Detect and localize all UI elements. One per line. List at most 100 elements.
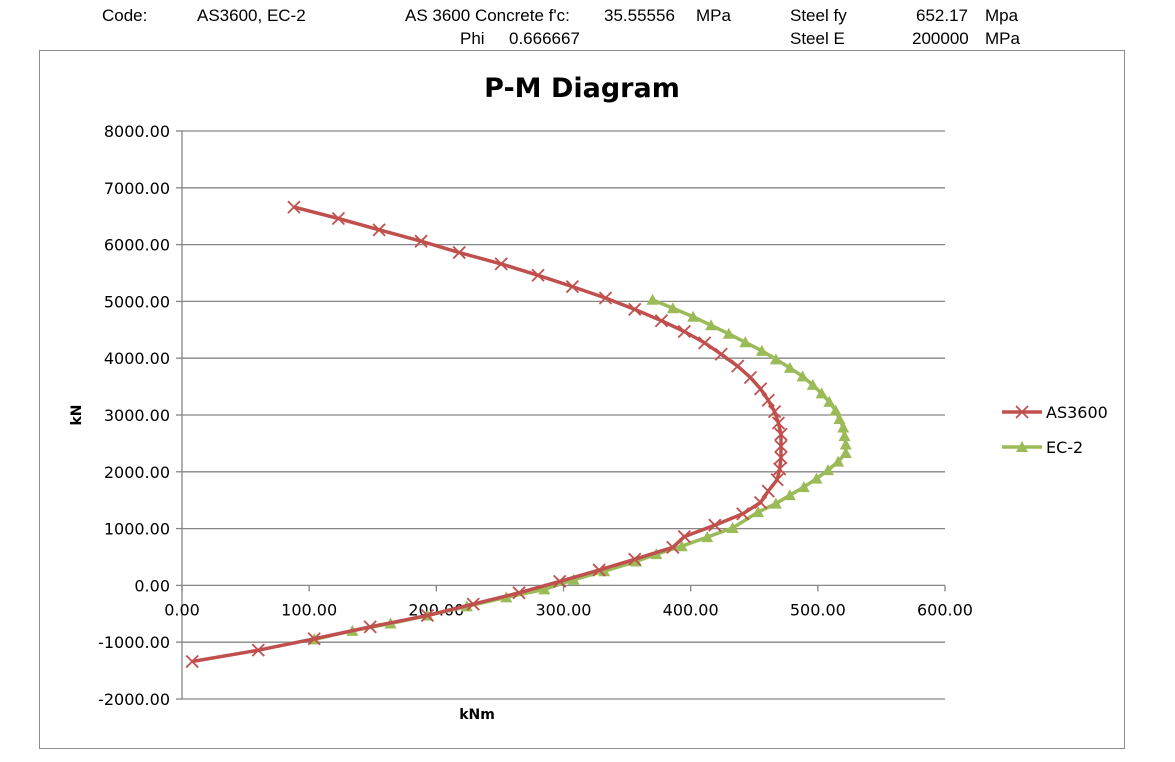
data-point	[806, 378, 819, 390]
data-point	[372, 223, 386, 237]
data-point	[722, 327, 735, 339]
steel-e-value: 200000	[912, 29, 969, 48]
y-tick-label: 8000.00	[104, 122, 170, 141]
data-point	[774, 427, 788, 441]
legend-marker	[1015, 405, 1029, 419]
data-point	[736, 507, 750, 521]
data-point	[726, 522, 739, 534]
data-point	[810, 472, 823, 484]
legend-marker	[1016, 441, 1028, 452]
steel-fy-value: 652.17	[916, 6, 968, 25]
data-point	[774, 439, 788, 453]
steel-fy-label: Steel fy	[790, 6, 847, 25]
data-point	[815, 387, 828, 399]
data-point	[628, 302, 642, 316]
data-point	[666, 302, 679, 314]
data-point	[565, 279, 580, 294]
data-point	[414, 234, 428, 248]
tick-labels: 8000.00 7000.00 6000.00 5000.00 4000.00 3000.…	[98, 122, 973, 709]
data-point	[494, 257, 508, 271]
concrete-label: AS 3600 Concrete f'c:	[405, 6, 570, 25]
series-as3600	[185, 200, 788, 669]
data-point	[466, 597, 480, 611]
steel-e-label: Steel E	[790, 29, 845, 48]
data-point	[675, 540, 688, 552]
data-point	[698, 336, 712, 350]
data-point	[783, 489, 796, 501]
data-point	[567, 573, 580, 585]
data-point	[767, 404, 782, 419]
data-point	[770, 473, 784, 487]
legend-item: EC-2	[1002, 438, 1083, 457]
data-point	[752, 506, 765, 518]
data-point	[598, 291, 613, 305]
concrete-value: 35.55556	[604, 6, 675, 25]
x-tick-label: 300.00	[536, 600, 592, 619]
x-axis-label: kNm	[459, 707, 495, 723]
data-point	[677, 324, 691, 339]
y-tick-label: 2000.00	[104, 463, 170, 482]
x-tick-label: 600.00	[917, 600, 973, 619]
data-point	[769, 497, 782, 509]
series-line	[313, 298, 848, 642]
data-point	[708, 518, 722, 532]
y-tick-label: 4000.00	[104, 349, 170, 368]
x-tick-label: 400.00	[663, 600, 719, 619]
gridlines	[182, 130, 945, 700]
data-point	[307, 632, 321, 646]
data-point	[592, 563, 606, 577]
data-point	[796, 370, 809, 382]
data-point	[452, 245, 466, 260]
data-point	[331, 211, 346, 226]
data-point	[823, 395, 836, 407]
data-point	[531, 268, 545, 282]
data-point	[774, 450, 788, 465]
y-tick-label: 1000.00	[104, 520, 170, 539]
phi-label: Phi	[460, 29, 485, 48]
data-point	[687, 310, 700, 322]
chart-title: P-M Diagram	[484, 73, 680, 104]
y-tick-label: -2000.00	[98, 690, 170, 709]
data-point	[512, 586, 526, 600]
x-tick-label: 100.00	[281, 600, 337, 619]
code-label: Code:	[102, 6, 148, 25]
data-point	[654, 314, 669, 328]
y-tick-label: 6000.00	[104, 236, 170, 255]
steel-e-unit: MPa	[985, 29, 1020, 48]
x-tick-label: 0.00	[164, 600, 200, 619]
data-point	[761, 393, 775, 407]
x-tick-label: 200.00	[408, 600, 464, 619]
data-point	[769, 353, 782, 365]
series-group	[185, 200, 852, 669]
concrete-unit: MPa	[696, 6, 731, 25]
data-point	[731, 359, 745, 373]
y-axis-label: kN	[69, 404, 85, 425]
data-point	[829, 404, 842, 416]
legend-label: EC-2	[1046, 438, 1083, 457]
data-point	[287, 200, 301, 214]
y-tick-label: 3000.00	[104, 406, 170, 425]
data-point	[797, 481, 810, 493]
data-point	[677, 529, 691, 544]
x-tick-label: 500.00	[790, 600, 846, 619]
legend-item: AS3600	[1002, 403, 1108, 422]
data-point	[833, 412, 846, 424]
data-point	[822, 464, 835, 476]
data-point	[628, 552, 642, 566]
chart-area	[39, 50, 1125, 749]
data-point	[761, 484, 775, 498]
data-point	[837, 421, 850, 433]
data-point	[598, 565, 611, 577]
data-point	[783, 361, 796, 373]
y-tick-label: 5000.00	[104, 292, 170, 311]
series-line	[191, 205, 783, 664]
data-point	[753, 382, 768, 396]
y-tick-label: 7000.00	[104, 179, 170, 198]
data-point	[538, 583, 551, 595]
phi-value: 0.666667	[509, 29, 580, 48]
data-point	[714, 347, 728, 361]
data-point	[666, 540, 680, 554]
data-point	[553, 574, 567, 589]
data-point	[771, 416, 786, 430]
